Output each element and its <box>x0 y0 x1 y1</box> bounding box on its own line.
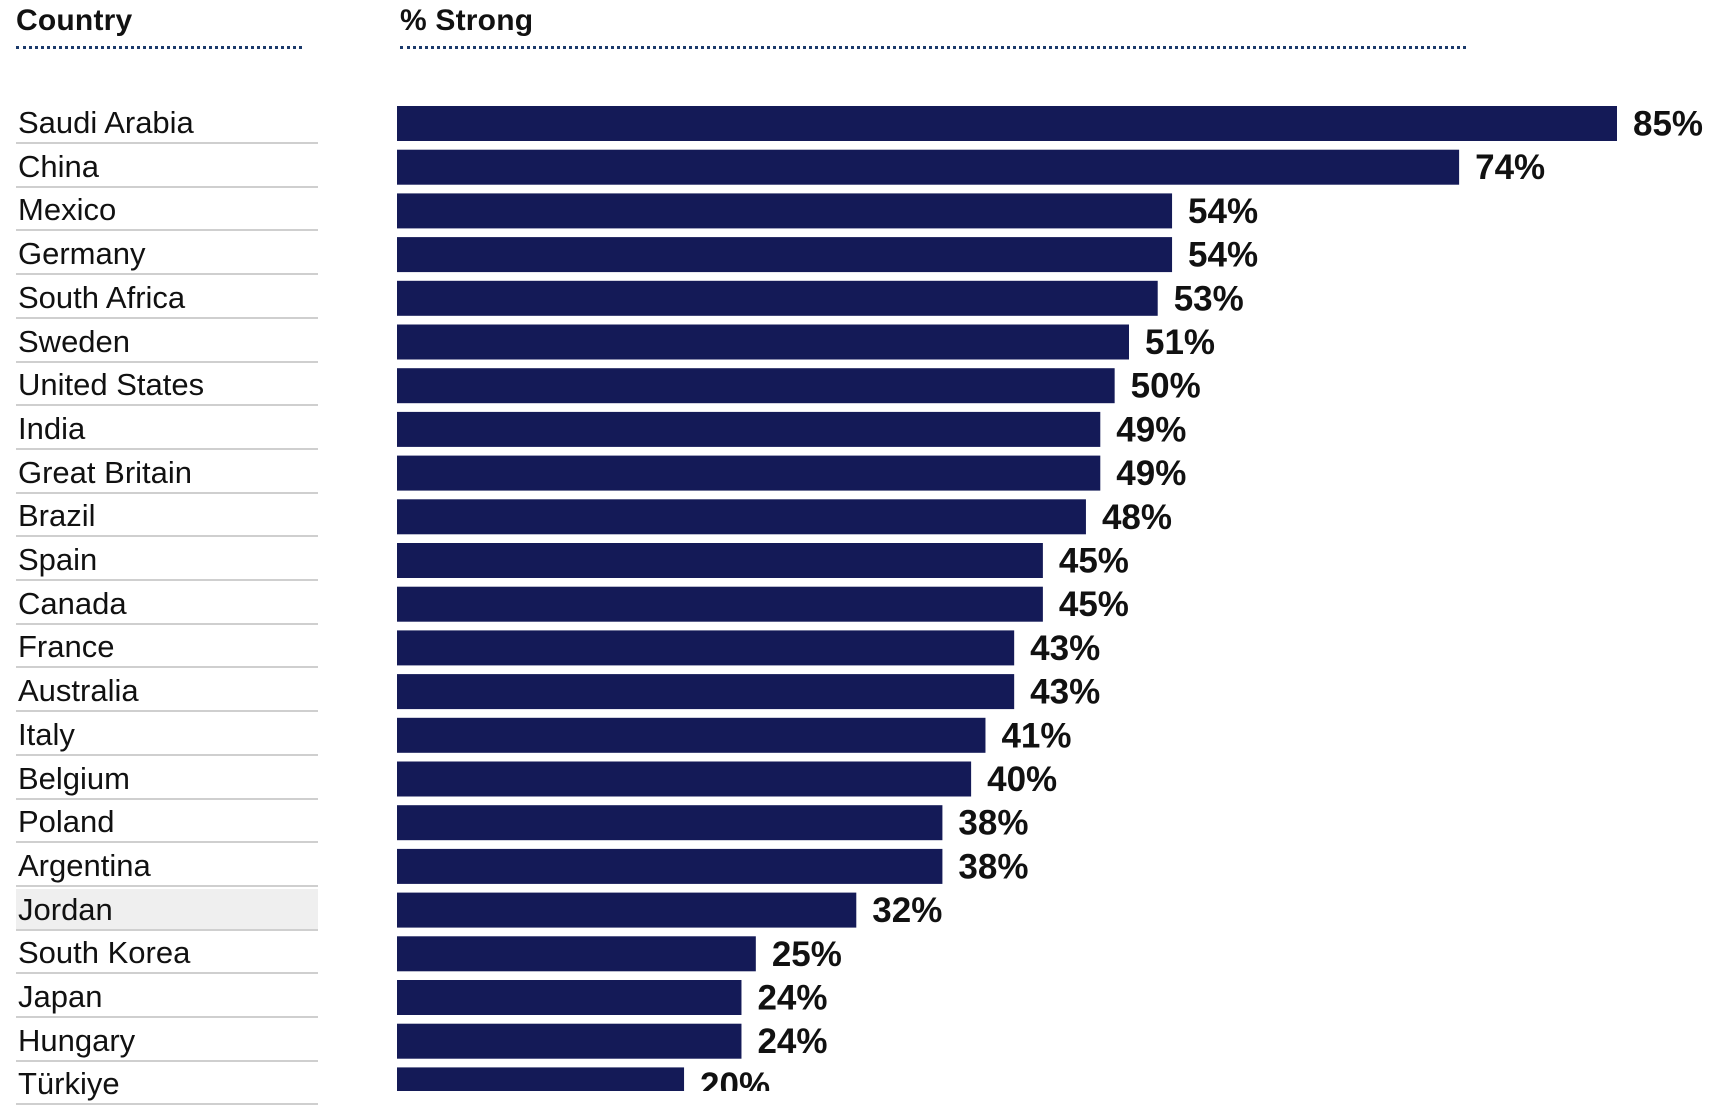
country-label-column: Saudi Arabia China Mexico Germany South Afri… <box>16 0 318 1105</box>
value-label: 24% <box>757 979 827 1018</box>
bar <box>397 499 1086 535</box>
value-label: 53% <box>1174 279 1244 318</box>
country-label: Germany <box>16 233 318 276</box>
bar <box>397 543 1043 578</box>
bar <box>397 1023 742 1059</box>
bar <box>397 106 1617 141</box>
country-label: India <box>16 408 318 450</box>
country-label: Great Britain <box>16 452 318 494</box>
value-label: 85% <box>1633 105 1703 144</box>
value-label: 48% <box>1102 498 1172 537</box>
bar <box>397 674 1015 710</box>
country-label: Jordan <box>16 888 318 931</box>
bar <box>397 237 1173 273</box>
column-header-country: Country <box>16 4 133 37</box>
bar <box>397 368 1115 404</box>
value-label: 40% <box>987 760 1057 799</box>
country-label: Hungary <box>16 1020 318 1062</box>
bar <box>397 892 857 928</box>
value-label: 50% <box>1131 367 1201 406</box>
country-header-rule <box>16 46 302 49</box>
country-label: Saudi Arabia <box>16 102 318 144</box>
value-label: 45% <box>1059 585 1129 624</box>
value-label: 20% <box>700 1066 770 1091</box>
country-label: South Korea <box>16 932 318 975</box>
bar <box>397 980 742 1015</box>
value-label: 45% <box>1059 542 1129 581</box>
value-label: 74% <box>1475 148 1545 187</box>
country-label: China <box>16 146 318 188</box>
bar <box>397 324 1129 360</box>
value-label: 54% <box>1188 236 1258 275</box>
bar <box>397 936 756 972</box>
country-label: Australia <box>16 670 318 713</box>
value-label: 49% <box>1116 454 1186 493</box>
bar <box>397 193 1173 229</box>
bar <box>397 848 943 884</box>
value-label: 41% <box>1001 716 1071 755</box>
value-label: 54% <box>1188 192 1258 231</box>
bar <box>397 455 1101 491</box>
bar <box>397 1067 685 1091</box>
value-label: 49% <box>1116 410 1186 449</box>
country-label: Poland <box>16 801 318 844</box>
value-label: 51% <box>1145 323 1215 362</box>
country-label: Canada <box>16 583 318 625</box>
value-label: 43% <box>1030 673 1100 712</box>
bar <box>397 717 986 753</box>
value-label: 32% <box>872 891 942 930</box>
bar <box>397 280 1158 316</box>
bar <box>397 630 1015 666</box>
country-label: Mexico <box>16 189 318 232</box>
value-header-rule <box>400 46 1466 49</box>
country-label: South Africa <box>16 277 318 319</box>
value-label: 24% <box>757 1022 827 1061</box>
column-header-value: % Strong <box>400 4 534 37</box>
country-label: Brazil <box>16 495 318 538</box>
bar <box>397 761 972 797</box>
country-label: France <box>16 626 318 669</box>
bar <box>397 149 1460 185</box>
country-label: Italy <box>16 714 318 756</box>
country-label: Spain <box>16 539 318 581</box>
bar <box>397 586 1043 622</box>
country-label: Belgium <box>16 758 318 800</box>
value-label: 43% <box>1030 629 1100 668</box>
country-label: Japan <box>16 976 318 1018</box>
bar <box>397 805 943 841</box>
country-label: United States <box>16 364 318 407</box>
value-label: 25% <box>772 935 842 974</box>
value-label: 38% <box>958 804 1028 843</box>
bar <box>397 411 1101 447</box>
value-label: 38% <box>958 847 1028 886</box>
country-label: Sweden <box>16 321 318 363</box>
country-label: Argentina <box>16 845 318 887</box>
